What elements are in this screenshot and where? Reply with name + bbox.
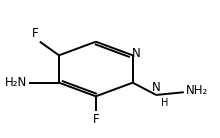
- Text: F: F: [93, 113, 99, 126]
- Text: NH₂: NH₂: [186, 84, 208, 97]
- Text: N: N: [152, 81, 161, 94]
- Text: N: N: [132, 47, 140, 60]
- Text: H₂N: H₂N: [5, 76, 27, 89]
- Text: F: F: [32, 27, 39, 40]
- Text: H: H: [161, 98, 169, 108]
